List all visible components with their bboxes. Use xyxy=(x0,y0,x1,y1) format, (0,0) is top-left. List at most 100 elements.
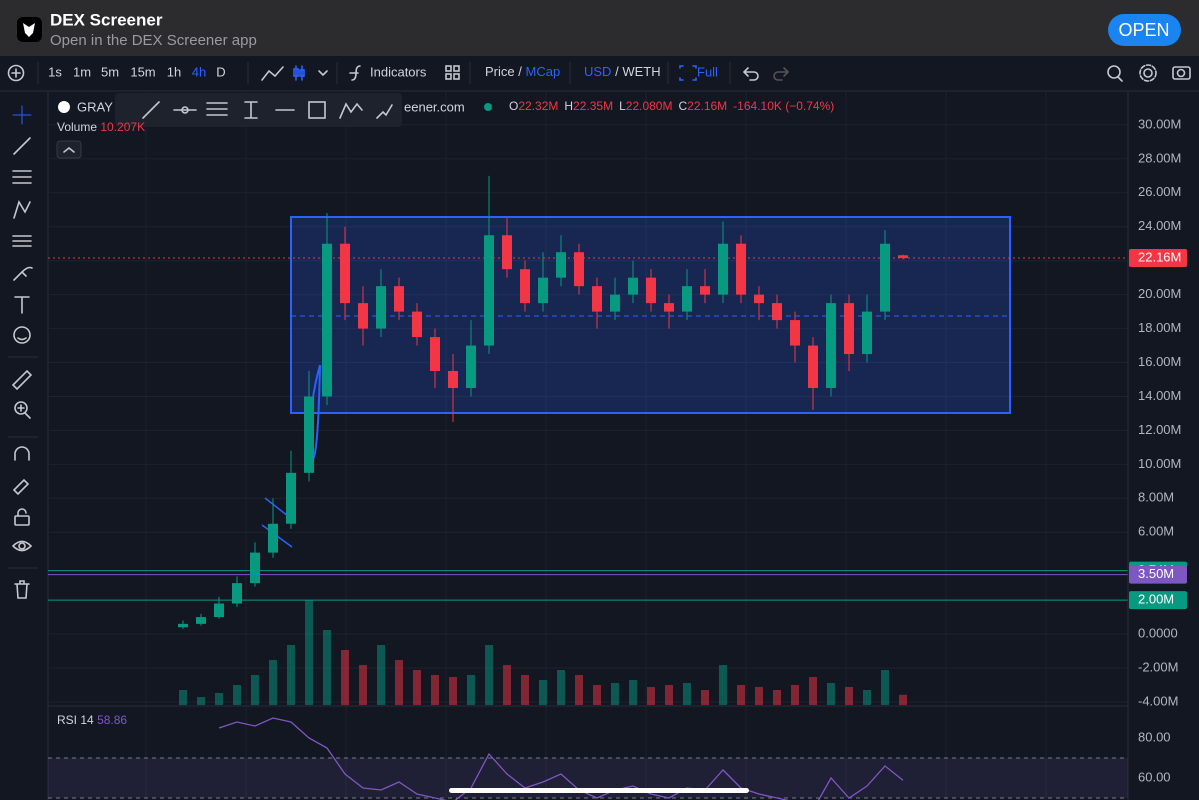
candle-body xyxy=(628,277,638,295)
volume-bar xyxy=(575,675,583,705)
candle-body xyxy=(268,523,278,553)
candle-body xyxy=(376,286,386,329)
candle-body xyxy=(250,552,260,584)
candle-body xyxy=(466,345,476,388)
interval-button[interactable]: 1m xyxy=(73,64,91,79)
candle-body xyxy=(700,286,710,295)
interval-button[interactable]: 1s xyxy=(48,64,62,79)
price-mode[interactable]: Price xyxy=(485,64,515,79)
candle-body xyxy=(196,617,206,624)
volume-bar xyxy=(737,685,745,705)
status-dot xyxy=(484,103,492,111)
volume-bar xyxy=(611,683,619,705)
symbol: GRAY xyxy=(77,99,113,114)
y-tick-label: 30.00M xyxy=(1138,116,1181,131)
open-button[interactable] xyxy=(1108,14,1181,46)
candle-body xyxy=(898,255,908,258)
candle-body xyxy=(340,243,350,304)
price-label: 22.16M xyxy=(1138,249,1181,264)
collapse-button[interactable] xyxy=(56,140,82,159)
price-label: 2.00M xyxy=(1138,592,1174,607)
volume-bar xyxy=(287,645,295,705)
candle-body xyxy=(790,320,800,346)
volume-legend: Volume 10.207K xyxy=(57,120,145,134)
volume-bar xyxy=(863,690,871,705)
candle-body xyxy=(322,243,332,397)
candle-body xyxy=(844,303,854,355)
volume-bar xyxy=(503,665,511,705)
candle-body xyxy=(592,286,602,312)
candle-body xyxy=(556,252,566,278)
y-tick-label: 10.00M xyxy=(1138,456,1181,471)
ohlc-value: 22.35M xyxy=(573,99,613,113)
currency-usd[interactable]: USD xyxy=(584,64,611,79)
candle-body xyxy=(538,277,548,304)
y-tick-label: 26.00M xyxy=(1138,184,1181,199)
y-tick-label: -2.00M xyxy=(1138,659,1178,674)
candle-body xyxy=(862,311,872,355)
full-button[interactable]: Full xyxy=(697,64,718,79)
app-banner xyxy=(0,0,1199,56)
volume-bar xyxy=(791,685,799,705)
interval-button[interactable]: 15m xyxy=(130,64,155,79)
candle-body xyxy=(826,303,836,388)
price-label-bg xyxy=(1129,248,1187,267)
rsi-length: 14 xyxy=(80,713,94,727)
currency-text[interactable]: USD / WETH xyxy=(584,64,661,79)
volume-bar xyxy=(845,687,853,705)
volume-bar xyxy=(341,650,349,705)
ohlc-key: H xyxy=(564,99,573,113)
ohlc-key: O xyxy=(509,99,518,113)
y-tick-label: 16.00M xyxy=(1138,354,1181,369)
volume-bar xyxy=(809,677,817,705)
sidebar-dividers xyxy=(8,356,38,569)
volume-bar xyxy=(593,685,601,705)
candle-body xyxy=(394,286,404,312)
currency-weth[interactable]: WETH xyxy=(622,64,660,79)
open-button-label[interactable]: OPEN xyxy=(1118,20,1169,40)
collapse-icon[interactable] xyxy=(63,146,75,153)
volume-bar xyxy=(521,675,529,705)
ohlc-key: C xyxy=(678,99,687,113)
interval-button[interactable]: D xyxy=(216,64,225,79)
range-box[interactable] xyxy=(290,216,1011,414)
volume-bar xyxy=(395,660,403,705)
volume-bar xyxy=(413,670,421,705)
volume-bar xyxy=(251,675,259,705)
drawing-tools[interactable] xyxy=(11,105,33,599)
volume-name: Volume xyxy=(57,120,97,134)
volume-bar xyxy=(899,694,907,705)
price-mode-text[interactable]: Price / MCap xyxy=(485,64,560,79)
ohlc-key: L xyxy=(619,99,626,113)
toolbar-icons xyxy=(7,64,1191,82)
candle-body xyxy=(736,243,746,295)
volume-bar xyxy=(881,670,889,705)
candle-body xyxy=(610,294,620,312)
candle-body xyxy=(880,243,890,312)
interval-button[interactable]: 4h xyxy=(192,64,206,79)
y-tick-label: -4.00M xyxy=(1138,693,1178,708)
candle-body xyxy=(682,286,692,312)
home-indicator xyxy=(449,788,749,793)
candle-body xyxy=(412,311,422,338)
candle-body xyxy=(502,235,512,270)
mcap-mode[interactable]: MCap xyxy=(526,64,561,79)
rsi-line xyxy=(218,717,904,800)
volume-bar xyxy=(323,630,331,705)
volume-bar xyxy=(701,690,709,705)
y-tick-label: 20.00M xyxy=(1138,286,1181,301)
y-tick-label: 24.00M xyxy=(1138,218,1181,233)
volume-bar xyxy=(215,693,223,705)
drawing-toolbar-icons[interactable] xyxy=(142,101,393,119)
drawing-toolbar xyxy=(115,93,402,127)
y-tick-label: 14.00M xyxy=(1138,388,1181,403)
indicators-button[interactable]: Indicators xyxy=(370,64,427,79)
interval-button[interactable]: 5m xyxy=(101,64,119,79)
interval-button[interactable]: 1h xyxy=(167,64,181,79)
volume-bar xyxy=(755,687,763,705)
ohlc-value: 22.080M xyxy=(626,99,673,113)
volume-bar xyxy=(179,690,187,705)
candle-body xyxy=(808,345,818,388)
volume-bar xyxy=(683,683,691,705)
